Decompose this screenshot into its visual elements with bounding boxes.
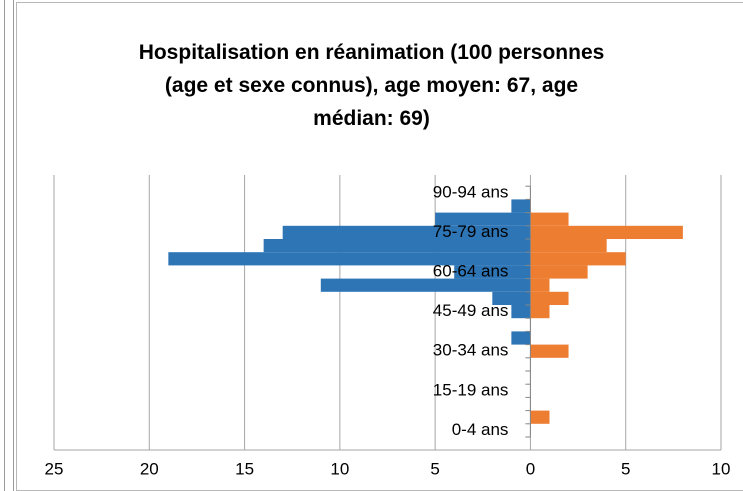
bar	[530, 344, 569, 358]
y-tick-label: 30-34 ans	[433, 341, 509, 360]
bar	[511, 305, 531, 319]
bar	[492, 291, 531, 305]
bar	[530, 291, 569, 305]
x-tick-label: 0	[526, 459, 535, 478]
x-tick-label: 5	[430, 459, 439, 478]
bar	[320, 278, 531, 292]
y-tick-label: 0-4 ans	[452, 420, 509, 439]
x-tick-label: 10	[712, 459, 731, 478]
bar	[511, 199, 531, 213]
bar	[454, 265, 531, 279]
bar	[530, 225, 683, 239]
bar	[530, 212, 569, 226]
bar	[511, 331, 531, 345]
y-tick-label: 45-49 ans	[433, 301, 509, 320]
title-box: Hospitalisation en réanimation (100 pers…	[0, 36, 743, 135]
bar	[530, 278, 550, 292]
bar	[530, 252, 626, 266]
bar	[530, 410, 550, 424]
bar	[282, 225, 531, 239]
bar	[530, 305, 550, 319]
y-tick-label: 15-19 ans	[433, 380, 509, 399]
window-frame	[4, 0, 14, 491]
y-tick-label: 75-79 ans	[433, 222, 509, 241]
x-tick-label: 20	[140, 459, 159, 478]
bar	[530, 265, 588, 279]
y-tick-label: 90-94 ans	[433, 182, 509, 201]
chart-title: Hospitalisation en réanimation (100 pers…	[138, 41, 605, 130]
bar	[530, 239, 607, 253]
x-tick-label: 10	[330, 459, 349, 478]
x-tick-label: 5	[621, 459, 630, 478]
x-tick-label: 15	[235, 459, 254, 478]
bar	[168, 252, 531, 266]
x-tick-label: 25	[45, 459, 64, 478]
y-tick-label: 60-64 ans	[433, 261, 509, 280]
bar	[263, 239, 531, 253]
bar	[435, 212, 531, 226]
